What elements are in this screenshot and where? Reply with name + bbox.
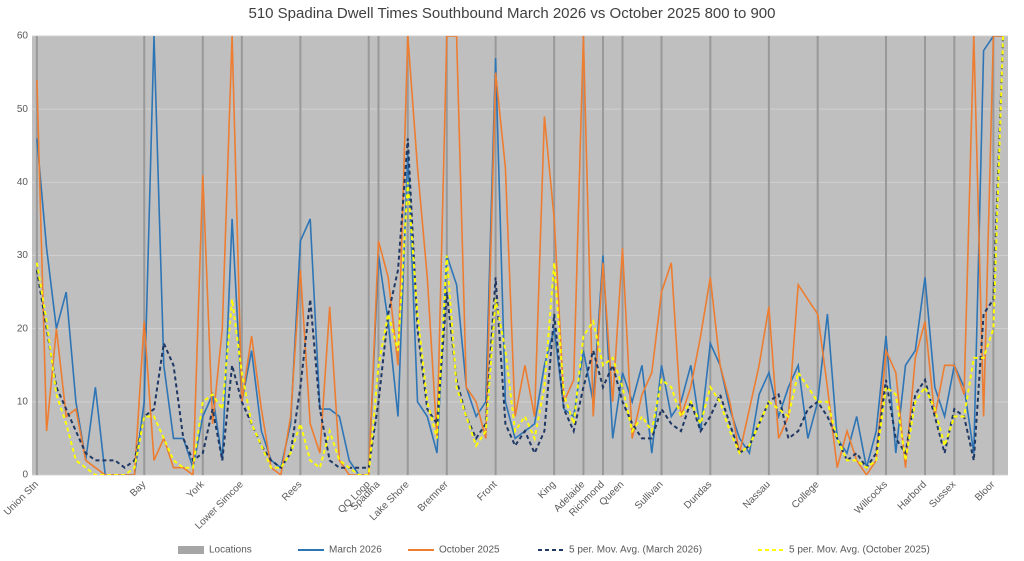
location-bar xyxy=(494,36,497,475)
legend-item: Locations xyxy=(178,545,252,556)
y-tick-label: 30 xyxy=(17,250,29,261)
series-line xyxy=(36,36,1004,475)
x-tick-label: King xyxy=(536,479,558,501)
location-bar xyxy=(367,36,370,475)
location-bar xyxy=(35,36,38,475)
x-tick-label: Sussex xyxy=(927,479,958,510)
legend-item: October 2025 xyxy=(408,545,500,556)
x-tick-label: Sullivan xyxy=(633,479,666,512)
x-tick-label: Front xyxy=(475,479,499,503)
location-bar xyxy=(924,36,927,475)
legend-label: March 2026 xyxy=(329,545,382,556)
x-tick-label: Union Stn xyxy=(2,479,41,518)
location-bar xyxy=(816,36,819,475)
x-tick-label: Bremner xyxy=(416,479,451,514)
location-bar xyxy=(201,36,204,475)
x-tick-label: Harbord xyxy=(896,479,929,512)
legend-item: March 2026 xyxy=(298,545,382,556)
location-bar xyxy=(240,36,243,475)
chart-title: 510 Spadina Dwell Times Southbound March… xyxy=(248,5,775,22)
y-tick-label: 50 xyxy=(17,104,29,115)
y-tick-label: 0 xyxy=(22,470,28,481)
location-bar xyxy=(143,36,146,475)
legend-label: 5 per. Mov. Avg. (March 2026) xyxy=(569,545,702,556)
legend-swatch xyxy=(178,546,204,554)
x-tick-label: Rees xyxy=(280,479,304,503)
legend-item: 5 per. Mov. Avg. (October 2025) xyxy=(758,545,930,556)
x-tick-label: College xyxy=(790,479,822,511)
location-bar xyxy=(992,36,995,475)
x-tick-label: Bloor xyxy=(973,479,998,504)
location-bar xyxy=(582,36,585,475)
location-bar xyxy=(709,36,712,475)
y-tick-label: 10 xyxy=(17,396,29,407)
legend-label: October 2025 xyxy=(439,545,500,556)
legend-label: 5 per. Mov. Avg. (October 2025) xyxy=(789,545,930,556)
location-bar xyxy=(406,36,409,475)
plot-series xyxy=(35,36,1005,475)
location-bar xyxy=(660,36,663,475)
location-bar xyxy=(953,36,956,475)
y-tick-label: 60 xyxy=(17,31,29,42)
y-tick-label: 20 xyxy=(17,323,29,334)
x-tick-label: Dundas xyxy=(682,479,714,511)
legend-label: Locations xyxy=(209,545,252,556)
x-tick-label: York xyxy=(185,479,207,501)
series-line xyxy=(35,36,1005,475)
y-tick-label: 40 xyxy=(17,177,29,188)
x-tick-label: Willcocks xyxy=(853,479,890,516)
location-bar xyxy=(767,36,770,475)
x-tick-label: Bay xyxy=(128,479,148,499)
location-bar xyxy=(553,36,556,475)
location-bar xyxy=(885,36,887,475)
x-tick-label: Nassau xyxy=(741,479,773,511)
legend-item: 5 per. Mov. Avg. (March 2026) xyxy=(538,545,702,556)
